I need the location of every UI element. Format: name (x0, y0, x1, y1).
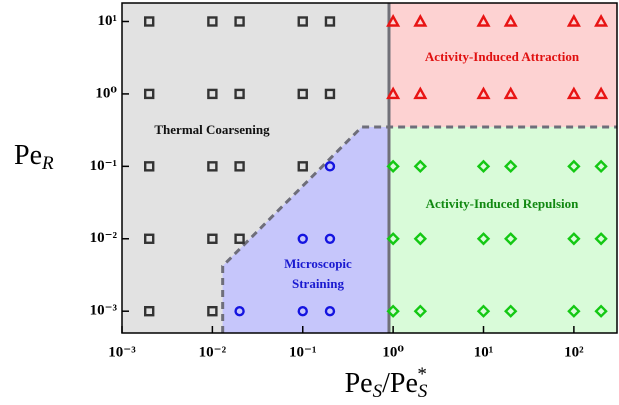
circle-marker (297, 233, 308, 244)
diamond-marker (413, 304, 428, 318)
diamond-marker (594, 232, 608, 246)
axes: 10⁻³ 10⁻² 10⁻¹ 10⁰ 10¹ 10² 10⁻³ 10⁻² 10⁻¹ 10⁰ 10¹ (90, 2, 618, 360)
diamond-marker (386, 232, 400, 246)
square-marker (144, 88, 155, 100)
square-marker (144, 305, 155, 317)
x-tick-label: 10⁻¹ (289, 344, 316, 360)
x-tick-label: 10¹ (474, 344, 494, 360)
square-marker (207, 305, 218, 317)
diamond-marker (413, 232, 428, 246)
annotation: Thermal Coarsening (154, 122, 270, 137)
square-marker (207, 16, 218, 27)
diamond-marker (476, 159, 491, 174)
regions: Thermal Coarsening Microscopic Straining Ac… (122, 3, 617, 334)
diamond-marker (567, 159, 581, 174)
repulsion-region (388, 126, 617, 334)
triangle-marker (413, 86, 428, 100)
x-tick-label: 10⁻³ (108, 344, 136, 360)
square-marker (207, 233, 218, 244)
diamond-marker (567, 232, 581, 246)
y-tick-label: 10⁻³ (90, 303, 118, 319)
diamond-marker (476, 232, 491, 246)
circle-marker (324, 305, 336, 317)
triangle-marker (476, 86, 491, 100)
square-marker (297, 88, 308, 100)
y-axis-label: PeR (14, 140, 54, 174)
annotation: Activity-Induced Repulsion (426, 196, 580, 211)
diamond-marker (594, 159, 608, 174)
diamond-marker (386, 304, 400, 318)
triangle-marker (413, 14, 428, 27)
x-tick-label: 10² (564, 344, 584, 360)
triangle-marker (476, 14, 491, 27)
diamond-marker (594, 304, 608, 318)
annotation: Microscopic (284, 256, 352, 271)
y-tick-label: 10⁻¹ (90, 158, 117, 174)
triangle-marker (503, 14, 518, 27)
annotation: Activity-Induced Attraction (425, 49, 580, 64)
square-marker (144, 233, 155, 244)
circle-marker (234, 305, 245, 317)
triangle-marker (386, 86, 401, 100)
circle-marker (297, 305, 308, 317)
square-marker (297, 161, 308, 172)
diamond-marker (567, 304, 581, 318)
square-marker (234, 233, 245, 244)
square-marker (324, 16, 336, 27)
circle-marker (324, 161, 336, 172)
square-marker (207, 88, 218, 100)
plot-frame (121, 2, 618, 334)
triangle-marker (566, 86, 581, 100)
square-marker (324, 88, 336, 100)
x-axis-label: PeS/PeS* (345, 364, 428, 402)
square-marker (234, 88, 245, 100)
square-marker (207, 161, 218, 172)
straining-region (222, 126, 389, 334)
circle-marker (324, 233, 336, 244)
diamond-marker (504, 159, 518, 174)
triangle-marker (386, 14, 401, 27)
square-marker (234, 161, 245, 172)
diamond-marker (386, 159, 400, 174)
triangle-marker (566, 14, 581, 27)
annotation: Straining (292, 276, 345, 291)
y-tick-label: 10¹ (98, 13, 118, 29)
y-tick-label: 10⁻² (90, 230, 118, 246)
diamond-marker (504, 232, 518, 246)
square-marker (144, 16, 155, 27)
diamond-marker (476, 304, 491, 318)
diamond-marker (413, 159, 428, 174)
y-tick-label: 10⁰ (95, 85, 117, 101)
triangle-marker (503, 86, 518, 100)
x-tick-label: 10⁰ (382, 344, 404, 360)
square-marker (297, 16, 308, 27)
marks (144, 14, 609, 318)
straining-boundary (221, 125, 617, 333)
diamond-marker (504, 304, 518, 318)
square-marker (234, 16, 245, 27)
triangle-marker (594, 86, 609, 100)
square-marker (144, 161, 155, 172)
triangle-marker (594, 14, 609, 27)
x-tick-label: 10⁻² (199, 344, 227, 360)
